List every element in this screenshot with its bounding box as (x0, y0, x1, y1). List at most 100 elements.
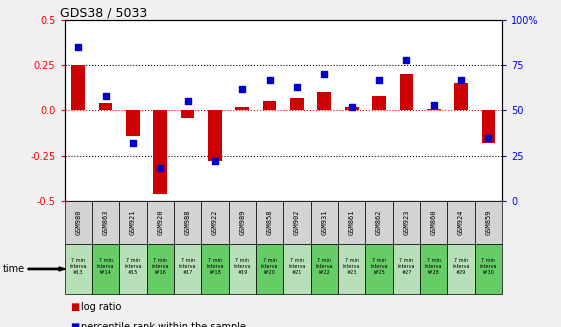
Bar (372, 96, 386, 111)
Bar (236, 107, 249, 111)
Bar (399, 74, 413, 111)
Text: time: time (3, 264, 25, 274)
Text: GSM988: GSM988 (185, 210, 191, 235)
Text: GSM859: GSM859 (485, 210, 491, 235)
Text: GSM862: GSM862 (376, 210, 382, 235)
Text: 7 min
interva
l#20: 7 min interva l#20 (261, 258, 278, 275)
Text: GSM863: GSM863 (103, 210, 108, 235)
Text: GSM921: GSM921 (130, 210, 136, 235)
Text: log ratio: log ratio (81, 302, 122, 312)
Bar (345, 107, 358, 111)
Bar (71, 65, 85, 111)
Bar (427, 109, 440, 111)
Text: 7 min
interva
l#16: 7 min interva l#16 (151, 258, 169, 275)
Point (73, 44, 82, 49)
Bar (126, 111, 140, 136)
Bar (181, 111, 195, 118)
Text: 7 min
interva
l#25: 7 min interva l#25 (370, 258, 388, 275)
Bar (448, 201, 475, 244)
Point (320, 71, 329, 77)
Bar (201, 244, 229, 294)
Text: 7 min
interva
l#14: 7 min interva l#14 (97, 258, 114, 275)
Text: 7 min
interva
#13: 7 min interva #13 (70, 258, 87, 275)
Point (457, 77, 466, 82)
Bar (448, 244, 475, 294)
Bar (65, 201, 92, 244)
Text: GSM924: GSM924 (458, 210, 464, 235)
Bar (454, 83, 468, 111)
Text: GSM861: GSM861 (349, 210, 355, 235)
Bar (475, 244, 502, 294)
Text: GSM922: GSM922 (212, 210, 218, 235)
Bar (365, 201, 393, 244)
Bar (283, 244, 311, 294)
Bar (338, 244, 365, 294)
Bar (92, 201, 119, 244)
Text: 7 min
interva
#19: 7 min interva #19 (233, 258, 251, 275)
Point (429, 102, 438, 108)
Bar (174, 201, 201, 244)
Bar (119, 201, 146, 244)
Bar (393, 201, 420, 244)
Text: percentile rank within the sample: percentile rank within the sample (81, 322, 246, 327)
Text: GSM980: GSM980 (75, 210, 81, 235)
Bar (174, 244, 201, 294)
Bar (201, 201, 229, 244)
Bar (420, 201, 448, 244)
Bar (153, 111, 167, 194)
Bar (311, 244, 338, 294)
Text: GSM902: GSM902 (294, 210, 300, 235)
Bar (208, 111, 222, 161)
Bar (481, 111, 495, 143)
Point (101, 93, 110, 98)
Bar (290, 98, 304, 111)
Bar (65, 244, 92, 294)
Bar (263, 101, 277, 111)
Text: 7 min
interva
l#18: 7 min interva l#18 (206, 258, 224, 275)
Text: GSM858: GSM858 (266, 210, 273, 235)
Text: ■: ■ (70, 322, 79, 327)
Text: 7 min
interva
l#22: 7 min interva l#22 (316, 258, 333, 275)
Bar (92, 244, 119, 294)
Bar (311, 201, 338, 244)
Bar (318, 92, 331, 111)
Bar (146, 201, 174, 244)
Bar (338, 201, 365, 244)
Bar (475, 201, 502, 244)
Text: 7 min
interva
#15: 7 min interva #15 (124, 258, 141, 275)
Point (484, 135, 493, 140)
Bar (365, 244, 393, 294)
Text: 7 min
interva
#23: 7 min interva #23 (343, 258, 360, 275)
Text: 7 min
interva
#27: 7 min interva #27 (398, 258, 415, 275)
Point (128, 140, 137, 146)
Point (156, 166, 165, 171)
Bar (119, 244, 146, 294)
Bar (393, 244, 420, 294)
Bar (229, 244, 256, 294)
Text: GSM923: GSM923 (403, 210, 410, 235)
Point (183, 99, 192, 104)
Text: GSM989: GSM989 (240, 210, 245, 235)
Text: GSM920: GSM920 (157, 210, 163, 235)
Point (210, 159, 219, 164)
Text: GSM860: GSM860 (431, 210, 436, 235)
Text: GSM931: GSM931 (321, 210, 327, 235)
Text: 7 min
interva
#29: 7 min interva #29 (452, 258, 470, 275)
Point (375, 77, 384, 82)
Bar (229, 201, 256, 244)
Point (238, 86, 247, 91)
Text: 7 min
interva
l#30: 7 min interva l#30 (480, 258, 497, 275)
Bar (420, 244, 448, 294)
Bar (256, 244, 283, 294)
Point (347, 104, 356, 109)
Text: 7 min
interva
l#28: 7 min interva l#28 (425, 258, 443, 275)
Text: ■: ■ (70, 302, 79, 312)
Bar (146, 244, 174, 294)
Text: GDS38 / 5033: GDS38 / 5033 (60, 7, 148, 20)
Point (402, 57, 411, 62)
Point (265, 77, 274, 82)
Point (292, 84, 301, 89)
Bar (283, 201, 311, 244)
Text: 7 min
interva
#17: 7 min interva #17 (179, 258, 196, 275)
Bar (256, 201, 283, 244)
